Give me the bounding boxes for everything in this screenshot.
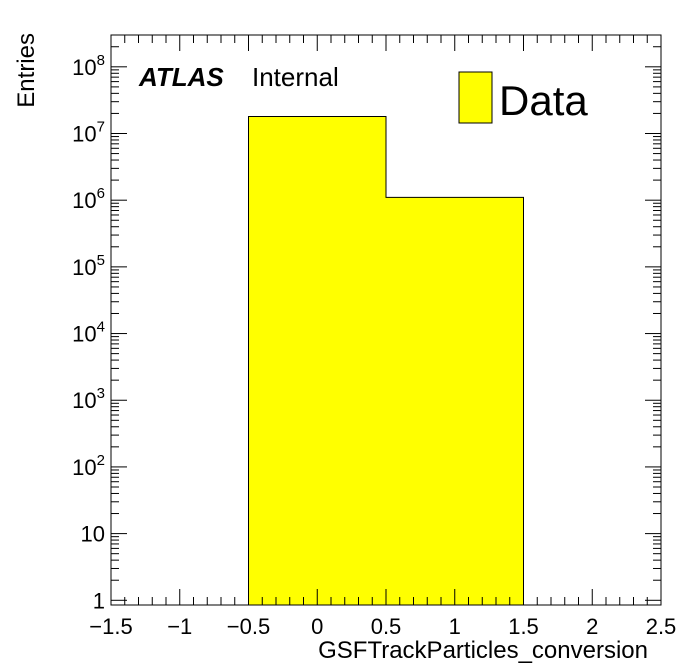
x-tick-labels: −1.5 −1 −0.5 0 0.5 1 1.5 2 2.5 [89, 614, 676, 639]
x-axis-title: GSFTrackParticles_conversion [318, 637, 648, 664]
minor-ticks [111, 34, 661, 605]
histogram-bar-0 [248, 116, 386, 605]
legend-entry-data: Data [499, 77, 588, 124]
y-tick-label: 108 [72, 52, 105, 80]
x-tick-label: 2 [586, 614, 598, 639]
y-tick-label: 105 [72, 252, 105, 280]
y-tick-label: 106 [72, 185, 105, 213]
y-axis-title: Entries [13, 33, 40, 108]
x-tick-label: 1.5 [508, 614, 539, 639]
experiment-label: ATLAS [138, 62, 224, 92]
plot-frame [110, 34, 662, 606]
major-ticks [110, 35, 662, 605]
y-tick-label: 104 [72, 319, 105, 347]
y-tick-label: 102 [72, 452, 105, 480]
histogram-bar-1 [386, 197, 524, 606]
x-tick-label: −1.5 [89, 614, 132, 639]
y-tick-label: 107 [72, 119, 105, 147]
x-tick-label: 1 [449, 614, 461, 639]
status-label: Internal [252, 62, 339, 92]
histogram-bars [248, 115, 524, 606]
x-tick-label: −0.5 [227, 614, 270, 639]
y-tick-label: 1 [93, 588, 105, 613]
y-tick-label: 103 [72, 385, 105, 413]
histogram-outline [248, 115, 524, 605]
y-tick-label: 10 [81, 522, 105, 547]
x-tick-label: 0 [311, 614, 323, 639]
legend-swatch [458, 71, 493, 124]
x-tick-label: 2.5 [646, 614, 677, 639]
x-tick-label: 0.5 [371, 614, 402, 639]
y-tick-labels: 1 10 102 103 104 105 106 107 108 [72, 52, 105, 613]
x-tick-label: −1 [167, 614, 192, 639]
